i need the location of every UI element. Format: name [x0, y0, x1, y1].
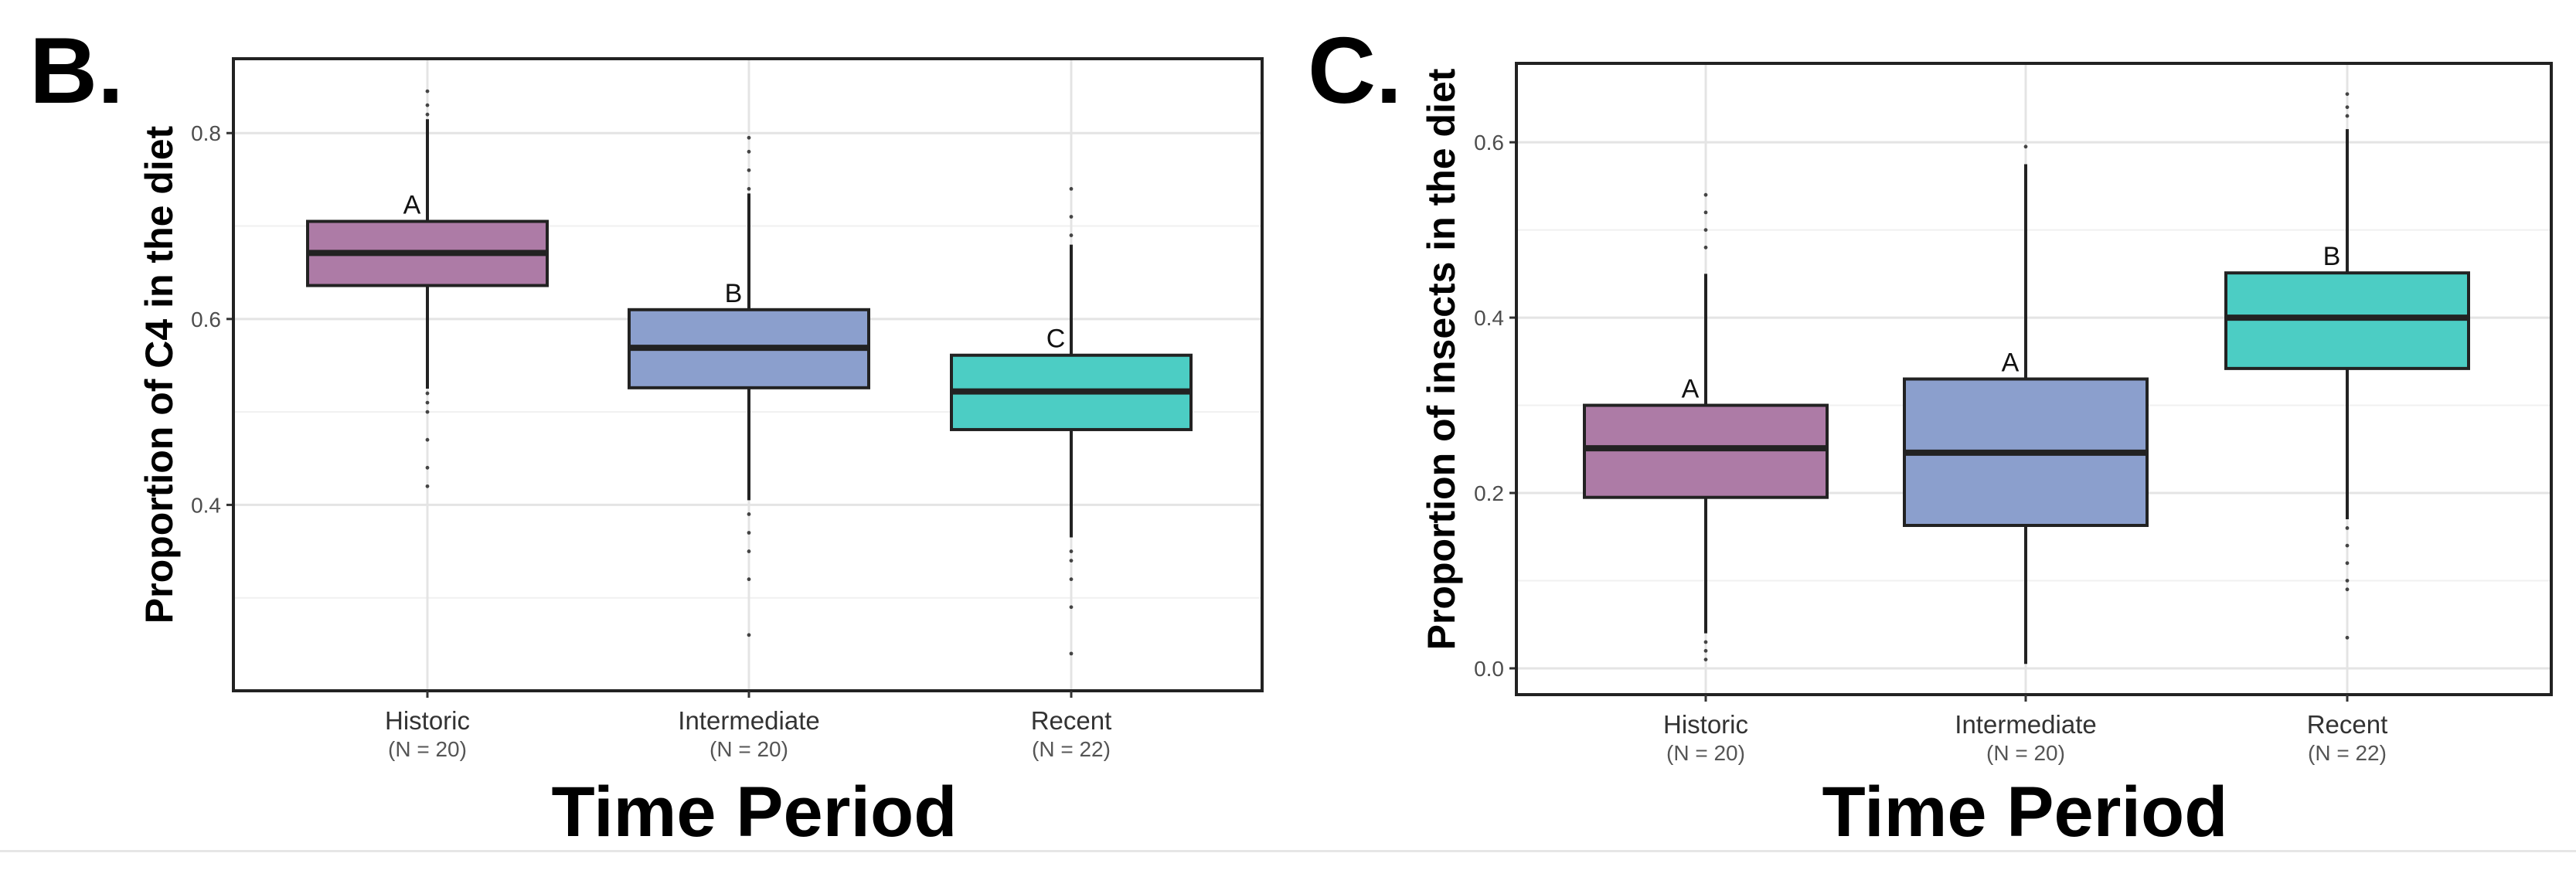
- box-historic: A: [306, 89, 549, 488]
- outlier-point: [2345, 635, 2350, 640]
- outlier-point: [747, 149, 751, 154]
- panel-c-y-ticks: 0.0 0.2 0.4 0.6: [1474, 131, 1516, 681]
- y-tick-label: 0.0: [1474, 657, 1504, 681]
- outlier-point: [747, 512, 751, 516]
- x-tick-label: Intermediate: [1955, 710, 2096, 739]
- panel-b-y-axis-title: Proportion of C4 in the diet: [138, 125, 181, 624]
- outlier-point: [1703, 228, 1708, 232]
- panel-c-x-ticks: Historic(N = 20)Intermediate(N = 20)Rece…: [1663, 695, 2387, 765]
- x-tick-label: Recent: [2307, 710, 2388, 739]
- outlier-point: [2345, 114, 2350, 118]
- outlier-point: [747, 531, 751, 535]
- outlier-point: [2345, 526, 2350, 530]
- panel-c-boxes: A A B: [1583, 92, 2470, 665]
- box-historic: A: [1583, 192, 1829, 662]
- outlier-point: [425, 391, 430, 396]
- sample-size-label: (N = 20): [1666, 741, 1745, 765]
- sample-size-label: (N = 20): [388, 737, 467, 761]
- y-tick-label: 0.2: [1474, 481, 1504, 505]
- outlier-point: [2345, 543, 2350, 548]
- y-tick-label: 0.4: [1474, 306, 1504, 330]
- panel-b-boxes: A B C: [306, 89, 1193, 656]
- outlier-point: [425, 465, 430, 470]
- outlier-point: [1703, 210, 1708, 215]
- group-letter: A: [403, 191, 421, 220]
- outlier-point: [1069, 187, 1074, 191]
- outlier-point: [425, 410, 430, 414]
- x-tick-label: Historic: [385, 706, 470, 735]
- outlier-point: [425, 484, 430, 488]
- outlier-point: [2345, 105, 2350, 110]
- panel-b-x-ticks: Historic(N = 20)Intermediate(N = 20)Rece…: [385, 691, 1111, 761]
- panel-c-x-axis-title: Time Period: [1822, 773, 2228, 852]
- outlier-point: [425, 89, 430, 93]
- group-letter: A: [1682, 375, 1700, 404]
- sample-size-label: (N = 20): [1986, 741, 2065, 765]
- outlier-point: [2345, 587, 2350, 592]
- outlier-point: [1703, 648, 1708, 653]
- outlier-point: [1703, 245, 1708, 250]
- outlier-point: [747, 168, 751, 172]
- y-tick-label: 0.6: [191, 308, 221, 331]
- outlier-point: [1069, 233, 1074, 237]
- x-tick-label: Intermediate: [678, 706, 819, 735]
- group-letter: B: [2323, 242, 2341, 271]
- outlier-point: [425, 103, 430, 107]
- outlier-point: [1069, 605, 1074, 610]
- panel-b-x-axis-title: Time Period: [552, 773, 958, 852]
- x-tick-label: Recent: [1031, 706, 1112, 735]
- outlier-point: [747, 549, 751, 553]
- sample-size-label: (N = 22): [2308, 741, 2387, 765]
- outlier-point: [2345, 579, 2350, 583]
- outlier-point: [747, 577, 751, 582]
- y-tick-label: 0.8: [191, 121, 221, 145]
- panel-b-y-ticks: 0.4 0.6 0.8: [191, 121, 233, 517]
- bottom-divider: [0, 850, 2576, 852]
- group-letter: A: [2002, 348, 2020, 378]
- box-recent: C: [950, 187, 1193, 656]
- y-tick-label: 0.6: [1474, 131, 1504, 155]
- sample-size-label: (N = 20): [710, 737, 788, 761]
- outlier-point: [1069, 549, 1074, 553]
- panel-c: C. 0.00.20.40.6 AAB Historic(N = 20)Inte…: [1308, 18, 2553, 852]
- outlier-point: [1069, 559, 1074, 563]
- outlier-point: [1069, 577, 1074, 582]
- panel-c-label: C.: [1308, 18, 1402, 123]
- outlier-point: [425, 112, 430, 117]
- box-intermediate: A: [1903, 144, 2149, 665]
- outlier-point: [425, 437, 430, 442]
- panel-b: B. 0.40.60.8 ABC Historic(N = 20)Interme…: [29, 18, 1264, 852]
- outlier-point: [2023, 144, 2028, 149]
- outlier-point: [2345, 92, 2350, 97]
- group-letter: C: [1046, 325, 1066, 354]
- outlier-point: [747, 633, 751, 637]
- outlier-point: [1069, 651, 1074, 656]
- outlier-point: [747, 187, 751, 191]
- y-tick-label: 0.4: [191, 493, 221, 517]
- outlier-point: [747, 135, 751, 140]
- outlier-point: [1703, 640, 1708, 644]
- outlier-point: [1703, 192, 1708, 197]
- box-intermediate: B: [628, 135, 870, 637]
- outlier-point: [425, 400, 430, 405]
- sample-size-label: (N = 22): [1032, 737, 1111, 761]
- panel-c-plot-border: [1515, 62, 2553, 696]
- box-recent: B: [2224, 92, 2470, 640]
- panel-c-y-axis-title: Proportion of insects in the diet: [1420, 68, 1463, 650]
- outlier-point: [2345, 561, 2350, 566]
- group-letter: B: [725, 279, 743, 308]
- outlier-point: [1069, 215, 1074, 219]
- outlier-point: [1703, 658, 1708, 662]
- panel-b-label: B.: [29, 18, 124, 123]
- x-tick-label: Historic: [1663, 710, 1748, 739]
